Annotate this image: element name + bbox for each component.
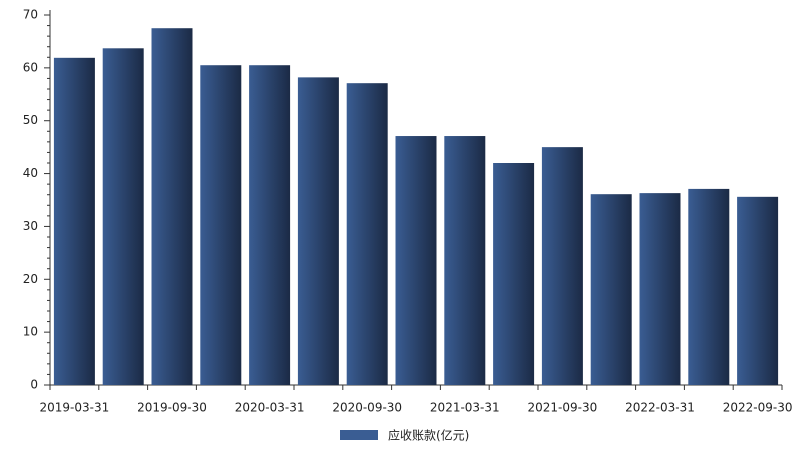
y-tick-label: 50 <box>23 113 38 127</box>
y-tick-label: 30 <box>23 219 38 233</box>
x-tick-label: 2020-03-31 <box>235 401 305 415</box>
x-tick-label: 2020-09-30 <box>332 401 402 415</box>
bar <box>590 194 632 385</box>
bar <box>493 163 535 385</box>
bar <box>444 136 486 385</box>
x-tick-label: 2021-09-30 <box>528 401 598 415</box>
legend-label: 应收账款(亿元) <box>388 428 469 443</box>
bar <box>297 77 339 385</box>
legend-swatch <box>340 430 378 440</box>
bar <box>639 193 681 385</box>
y-tick-label: 60 <box>23 60 38 74</box>
x-tick-label: 2021-03-31 <box>430 401 500 415</box>
y-tick-label: 10 <box>23 325 38 339</box>
bar <box>53 57 95 386</box>
x-tick-label: 2019-03-31 <box>40 401 110 415</box>
bar <box>249 65 291 385</box>
bar <box>541 147 583 385</box>
y-tick-label: 20 <box>23 272 38 286</box>
bar <box>346 83 388 385</box>
x-tick-label: 2022-09-30 <box>723 401 793 415</box>
bar <box>737 196 779 385</box>
y-tick-label: 70 <box>23 8 38 22</box>
x-tick-label: 2022-03-31 <box>625 401 695 415</box>
y-tick-label: 40 <box>23 166 38 180</box>
bar <box>200 65 242 385</box>
bar <box>395 136 437 385</box>
y-tick-label: 0 <box>30 378 38 392</box>
bar <box>151 28 193 385</box>
bar <box>688 188 730 385</box>
x-tick-label: 2019-09-30 <box>137 401 207 415</box>
bar <box>102 48 144 386</box>
